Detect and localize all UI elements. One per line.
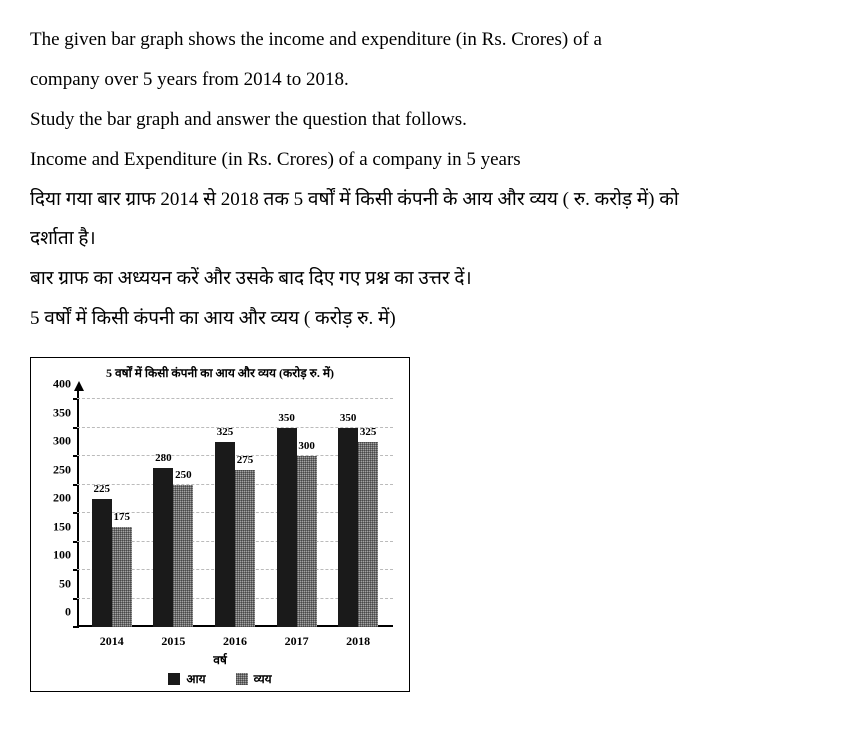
question-en-line4: Income and Expenditure (in Rs. Crores) o… [30,140,827,180]
plot-area: 050100150200250300350400 225175280250325… [77,389,393,649]
y-axis [77,389,79,627]
bar-value-label: 350 [278,412,295,424]
bar-value-label: 250 [175,469,192,481]
bar-group: 350325 [338,428,378,628]
y-tick-label: 100 [41,548,71,563]
y-tick-label: 150 [41,519,71,534]
x-tick-label: 2016 [213,634,257,649]
bar-value-label: 280 [155,452,172,464]
bar-group: 280250 [153,468,193,628]
bar-group: 225175 [92,499,132,627]
bar-income: 225 [92,499,112,627]
y-tick-label: 50 [41,576,71,591]
bars-row: 225175280250325275350300350325 [81,399,389,627]
x-tick-label: 2017 [275,634,319,649]
legend: आय व्यय [41,670,399,687]
bar-expenditure: 275 [235,470,255,627]
legend-swatch-income [168,673,180,685]
bar-expenditure: 175 [112,527,132,627]
question-hi-line1: दिया गया बार ग्राफ 2014 से 2018 तक 5 वर्… [30,180,827,220]
bar-value-label: 225 [94,483,111,495]
question-en-line3: Study the bar graph and answer the quest… [30,100,827,140]
question-hi-line3: बार ग्राफ का अध्ययन करें और उसके बाद दिए… [30,259,827,299]
question-hi-line4: 5 वर्षों में किसी कंपनी का आय और व्यय ( … [30,299,827,339]
y-tick-label: 350 [41,405,71,420]
legend-swatch-expenditure [236,673,248,685]
bar-group: 350300 [277,428,317,628]
x-labels: 2014 2015 2016 2017 2018 [81,634,389,649]
bar-chart: 5 वर्षों में किसी कंपनी का आय और व्यय (क… [30,357,410,692]
bar-expenditure: 325 [358,442,378,627]
legend-item-income: आय [168,670,205,687]
question-en-line2: company over 5 years from 2014 to 2018. [30,60,827,100]
bar-income: 350 [277,428,297,628]
bar-value-label: 325 [360,426,377,438]
bar-value-label: 300 [298,440,315,452]
legend-label-income: आय [186,670,205,687]
bar-expenditure: 250 [173,485,193,628]
legend-item-expenditure: व्यय [236,670,272,687]
y-tick-mark [73,626,79,628]
bar-income: 325 [215,442,235,627]
bar-expenditure: 300 [297,456,317,627]
x-tick-label: 2014 [90,634,134,649]
question-en-line1: The given bar graph shows the income and… [30,20,827,60]
bar-value-label: 350 [340,412,357,424]
y-tick-label: 200 [41,491,71,506]
y-tick-label: 400 [41,377,71,392]
bar-income: 280 [153,468,173,628]
x-axis-title: वर्ष [41,651,399,668]
question-hi-line2: दर्शाता है। [30,219,827,259]
x-tick-label: 2018 [336,634,380,649]
y-tick-label: 0 [41,605,71,620]
bar-value-label: 325 [217,426,234,438]
legend-label-expenditure: व्यय [254,670,272,687]
bar-value-label: 275 [237,454,254,466]
y-tick-label: 300 [41,434,71,449]
y-tick-label: 250 [41,462,71,477]
bar-income: 350 [338,428,358,628]
bar-value-label: 175 [114,511,131,523]
y-axis-arrow-icon [74,381,84,391]
x-tick-label: 2015 [151,634,195,649]
bar-group: 325275 [215,442,255,627]
question-text: The given bar graph shows the income and… [30,20,827,339]
chart-title: 5 वर्षों में किसी कंपनी का आय और व्यय (क… [41,364,399,381]
